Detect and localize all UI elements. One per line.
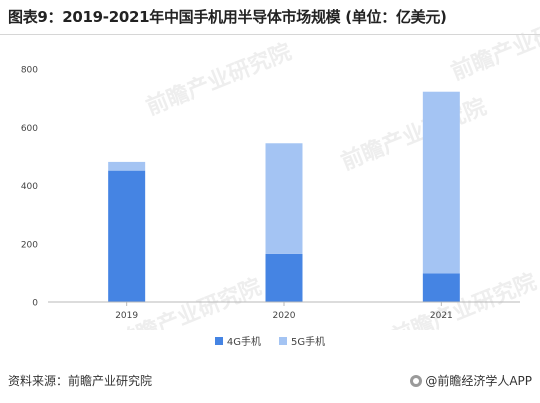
- x-tick-label: 2020: [273, 311, 296, 321]
- brand-credit: @前瞻经济学人APP: [410, 372, 532, 389]
- legend-label-5g: 5G手机: [291, 337, 326, 348]
- legend-item-4g: 4G手机: [214, 333, 261, 348]
- brand-label: @前瞻经济学人APP: [425, 374, 532, 388]
- legend-swatch-4g: [214, 336, 223, 345]
- bar-5G手机-2019: [108, 161, 146, 171]
- watermark-text: 前瞻产业研究院: [143, 39, 296, 121]
- x-tick-label: 2019: [115, 311, 138, 321]
- bar-5G手机-2021: [422, 91, 460, 274]
- x-axis: 2019 2020 2021: [48, 301, 520, 321]
- y-tick-label: 200: [21, 240, 38, 250]
- y-tick-label: 600: [21, 124, 38, 134]
- y-axis: 0 200 400 600 800: [21, 66, 38, 309]
- bar-4G手机-2021: [422, 273, 460, 302]
- legend-swatch-5g: [279, 336, 287, 345]
- bar-4G手机-2020: [265, 253, 303, 302]
- bar-4G手机-2019: [108, 170, 146, 302]
- source-note: 资料来源：前瞻产业研究院: [8, 374, 153, 388]
- bar-5G手机-2020: [265, 143, 303, 254]
- brand-logo-icon: [410, 374, 423, 387]
- legend: 4G手机 5G手机: [0, 333, 540, 348]
- x-tick-label: 2021: [430, 311, 453, 321]
- legend-item-5g: 5G手机: [279, 333, 325, 348]
- title-divider: [0, 34, 540, 35]
- y-tick-label: 400: [21, 182, 38, 192]
- legend-label-4g: 4G手机: [226, 337, 261, 348]
- y-tick-label: 800: [21, 66, 38, 76]
- watermark-text: 前瞻产业研究院: [338, 94, 491, 176]
- chart-title: 图表9：2019-2021年中国手机用半导体市场规模 (单位：亿美元): [8, 8, 447, 26]
- watermark-text: 前瞻产业研究院: [448, 4, 540, 86]
- y-tick-label: 0: [32, 299, 38, 309]
- watermark-text: 前瞻产业研究院: [388, 269, 540, 330]
- bars-group: [108, 91, 460, 302]
